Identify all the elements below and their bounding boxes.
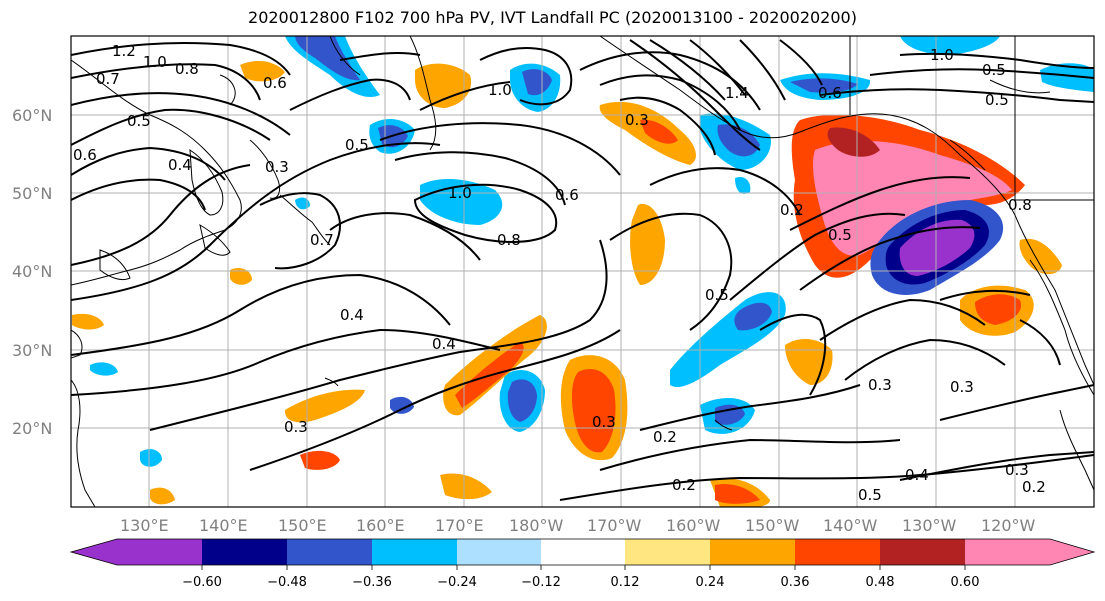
lon-label: 170°W [587,516,642,535]
contour-label: 0.6 [555,186,579,204]
contour-label: 0.4 [168,156,192,174]
contour-label: 0.5 [705,286,729,304]
contour-label: 0.8 [497,231,521,249]
lon-label: 140°W [823,516,878,535]
colorbar-segment [117,539,202,565]
colorbar-segment [202,539,287,565]
shading-layer [72,36,1094,507]
contour-label: 1.2 [112,42,136,60]
lon-label: 150°E [278,516,327,535]
contour-label: 1.4 [725,84,749,102]
contour-label: 1.0 [448,184,472,202]
contour-label: 1.0 [930,46,954,64]
lat-label: 30°N [12,341,52,360]
contour-label: 0.4 [340,306,364,324]
colorbar-tick-label: −0.36 [352,575,392,590]
colorbar-outline [69,538,1096,566]
colorbar-tick-label: 0.24 [696,575,725,590]
colorbar: −0.60 −0.48 −0.36 −0.24 −0.12 0.12 0.24 … [69,538,1096,590]
contour-label: 0.4 [432,335,456,353]
colorbar-tick-label: 0.48 [866,575,895,590]
contour-label: 0.5 [345,136,369,154]
contour-label: 0.3 [868,376,892,394]
lon-label: 130°W [902,516,957,535]
lon-label: 180°W [509,516,564,535]
contour-label: 0.3 [950,378,974,396]
lat-label: 40°N [12,262,52,281]
colorbar-segment [880,539,965,565]
lon-label: 160°W [666,516,721,535]
shade-negative-purple [899,219,975,276]
colorbar-extend-high [1050,539,1094,565]
colorbar-tick-label: −0.48 [267,575,307,590]
lat-label: 60°N [12,106,52,125]
colorbar-segment [457,539,541,565]
lon-label: 150°W [745,516,800,535]
contour-label: 1.0 [143,53,167,71]
map-panel: 1.2 1.0 0.8 0.7 0.5 0.6 0.4 0.3 0.6 0.5 … [71,36,1094,507]
contour-label: 0.5 [828,226,852,244]
contour-label: 0.8 [175,60,199,78]
contour-label: 0.6 [818,84,842,102]
lon-label: 160°E [356,516,405,535]
colorbar-tick-label: 0.12 [611,575,640,590]
colorbar-tick-label: 0.36 [781,575,810,590]
colorbar-extend-low [71,539,117,565]
contour-label: 1.0 [488,81,512,99]
latitude-labels: 60°N 50°N 40°N 30°N 20°N [12,106,52,438]
colorbar-segment [710,539,795,565]
contour-label: 0.3 [625,111,649,129]
lon-label: 130°E [120,516,169,535]
colorbar-tick-label: −0.12 [521,575,561,590]
colorbar-segment [287,539,372,565]
colorbar-tick-label: 0.60 [951,575,980,590]
coastlines [71,36,1094,507]
lon-label: 120°W [981,516,1036,535]
contour-label: 0.5 [858,486,882,504]
contour-label: 0.6 [73,146,97,164]
colorbar-segment [541,539,625,565]
contour-label: 0.2 [653,428,677,446]
colorbar-segment [965,539,1050,565]
shade-darkred-gulf [827,127,880,157]
colorbar-tick-label: −0.60 [182,575,222,590]
contour-label: 0.5 [982,61,1006,79]
contour-label: 0.2 [780,201,804,219]
contour-label: 0.5 [985,91,1009,109]
map-frame [70,35,1095,508]
contour-label: 0.3 [284,418,308,436]
longitude-labels: 130°E 140°E 150°E 160°E 170°E 180°W 170°… [120,516,1036,535]
lon-label: 140°E [199,516,248,535]
shade-pink-gulf [812,140,1012,256]
contour-label: 0.2 [1022,478,1046,496]
contour-label: 0.4 [905,466,929,484]
contour-label: 0.7 [96,70,120,88]
lat-label: 20°N [12,419,52,438]
contour-label: 0.2 [672,476,696,494]
contour-label: 0.3 [265,158,289,176]
graticule [71,36,1094,507]
colorbar-tick-label: −0.24 [437,575,477,590]
contour-label: 0.3 [592,413,616,431]
lat-label: 50°N [12,184,52,203]
colorbar-segment [795,539,880,565]
colorbar-segment [625,539,710,565]
contour-label: 0.3 [1005,461,1029,479]
contour-label: 0.8 [1008,196,1032,214]
contour-label: 0.7 [310,231,334,249]
figure-title: 2020012800 F102 700 hPa PV, IVT Landfall… [248,8,857,27]
colorbar-segment [372,539,457,565]
lon-label: 170°E [435,516,484,535]
pv-contours [71,39,1094,501]
contour-label: 0.5 [127,112,151,130]
contour-label-layer: 1.2 1.0 0.8 0.7 0.5 0.6 0.4 0.3 0.6 0.5 … [73,42,1046,504]
contour-label: 0.6 [263,74,287,92]
